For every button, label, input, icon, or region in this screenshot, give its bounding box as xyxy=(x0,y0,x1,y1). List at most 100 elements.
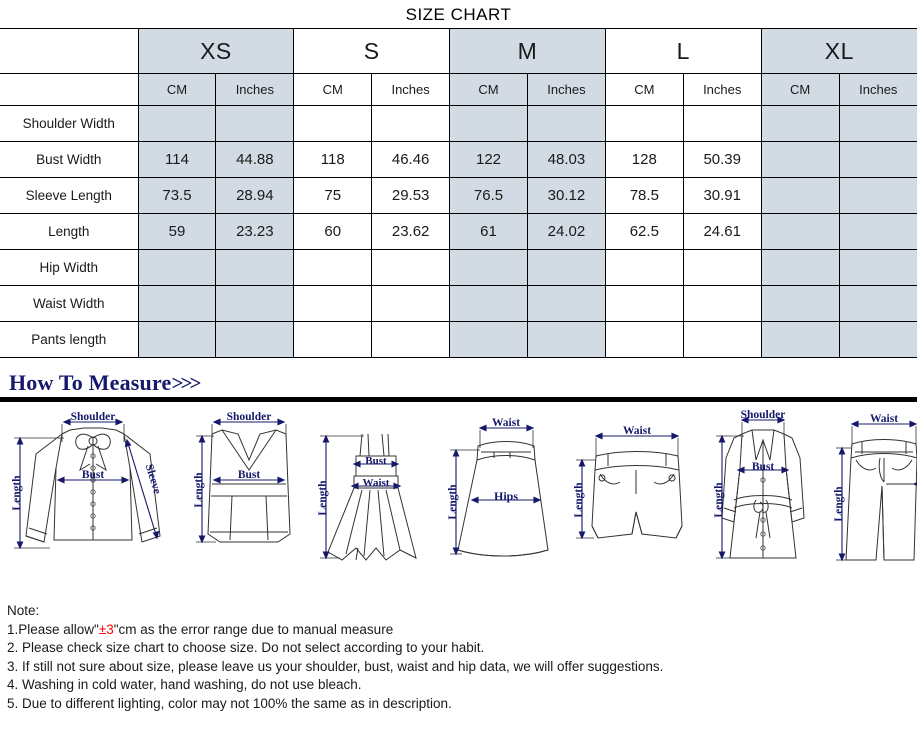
label-sleeve: Sleeve xyxy=(143,463,163,496)
label-length: Length xyxy=(833,486,845,522)
unit-l-inches: Inches xyxy=(682,73,762,106)
cell-pants-length-m-in xyxy=(526,321,606,358)
cell-sleeve-length-xl-cm xyxy=(760,177,840,214)
cell-hip-width-l-in xyxy=(682,249,762,286)
row-label-waist-width: Waist Width xyxy=(0,285,139,322)
size-header-xs: XS xyxy=(137,28,295,74)
garment-shorts: Waist Length xyxy=(566,408,700,592)
label-length: Length xyxy=(447,484,459,520)
label-bust: Bust xyxy=(752,461,775,473)
label-bust: Bust xyxy=(365,455,387,467)
cell-waist-width-xl-in xyxy=(838,285,917,322)
cell-pants-length-m-cm xyxy=(449,321,528,358)
cell-bust-width-s-in: 46.46 xyxy=(371,141,451,178)
unit-xl-cm: CM xyxy=(760,73,840,106)
unit-m-inches: Inches xyxy=(526,73,606,106)
cell-bust-width-xs-cm: 114 xyxy=(137,141,217,178)
cell-pants-length-l-in xyxy=(682,321,762,358)
size-header-m: M xyxy=(449,28,606,74)
cell-sleeve-length-xl-in xyxy=(838,177,917,214)
label-length: Length xyxy=(193,472,205,508)
note-line-2: 2. Please check size chart to choose siz… xyxy=(7,640,485,655)
cell-shoulder-width-xl-in xyxy=(838,105,917,142)
cell-sleeve-length-m-in: 30.12 xyxy=(526,177,606,214)
cell-hip-width-s-in xyxy=(371,249,451,286)
unit-m-cm: CM xyxy=(449,73,528,106)
cell-bust-width-l-cm: 128 xyxy=(604,141,684,178)
note-line-4: 4. Washing in cold water, hand washing, … xyxy=(7,677,362,692)
cell-sleeve-length-s-cm: 75 xyxy=(293,177,373,214)
cell-length-m-in: 24.02 xyxy=(526,213,606,250)
cell-bust-width-l-in: 50.39 xyxy=(682,141,762,178)
size-header-s: S xyxy=(293,28,451,74)
cell-pants-length-xs-cm xyxy=(137,321,217,358)
cell-length-l-in: 24.61 xyxy=(682,213,762,250)
row-label-bust-width: Bust Width xyxy=(0,141,139,178)
how-to-measure-label: How To Measure xyxy=(9,370,172,395)
label-length: Length xyxy=(573,482,585,518)
size-header-l: L xyxy=(604,28,762,74)
cell-pants-length-xs-in xyxy=(215,321,295,358)
label-waist: Waist xyxy=(623,425,651,437)
unit-s-cm: CM xyxy=(293,73,373,106)
cell-length-xl-in xyxy=(838,213,917,250)
cell-shoulder-width-s-in xyxy=(371,105,451,142)
row-label-pants-length: Pants length xyxy=(0,321,139,358)
table-row: Shoulder Width xyxy=(0,105,917,142)
cell-waist-width-s-in xyxy=(371,285,451,322)
row-label-length: Length xyxy=(0,213,139,250)
label-shoulder: Shoulder xyxy=(741,409,786,421)
cell-shoulder-width-s-cm xyxy=(293,105,373,142)
label-waist: Waist xyxy=(870,413,898,425)
garment-tank-top: Shoulder Bust Length xyxy=(186,408,312,592)
note-line-3: 3. If still not sure about size, please … xyxy=(7,658,664,674)
unit-corner-cell xyxy=(0,73,139,106)
table-row: Pants length xyxy=(0,321,917,358)
cell-bust-width-xl-in xyxy=(838,141,917,178)
cell-hip-width-l-cm xyxy=(604,249,684,286)
label-bust: Bust xyxy=(82,469,105,481)
unit-xl-inches: Inches xyxy=(838,73,917,106)
table-row: Bust Width 114 44.88 118 46.46 122 48.03… xyxy=(0,141,917,178)
corner-cell xyxy=(0,28,139,74)
label-length: Length xyxy=(11,475,23,511)
page-title: SIZE CHART xyxy=(405,5,512,24)
section-divider xyxy=(0,397,917,402)
table-row: Length 59 23.23 60 23.62 61 24.02 62.5 2… xyxy=(0,213,917,250)
label-bust: Bust xyxy=(238,469,261,481)
cell-length-xs-cm: 59 xyxy=(137,213,217,250)
cell-hip-width-s-cm xyxy=(293,249,373,286)
how-to-measure-section: How To Measure>>> xyxy=(0,371,917,402)
label-length: Length xyxy=(713,482,725,518)
cell-hip-width-xl-cm xyxy=(760,249,840,286)
table-row: Sleeve Length 73.5 28.94 75 29.53 76.5 3… xyxy=(0,177,917,214)
unit-xs-cm: CM xyxy=(137,73,217,106)
cell-hip-width-m-cm xyxy=(449,249,528,286)
cell-bust-width-m-in: 48.03 xyxy=(526,141,606,178)
label-shoulder: Shoulder xyxy=(71,411,116,423)
label-hips: Hips xyxy=(494,489,518,503)
cell-waist-width-l-in xyxy=(682,285,762,322)
cell-hip-width-xl-in xyxy=(838,249,917,286)
cell-waist-width-l-cm xyxy=(604,285,684,322)
size-table-body: Shoulder Width Bust Width 114 44.88 118 … xyxy=(0,105,917,358)
cell-sleeve-length-xs-cm: 73.5 xyxy=(137,177,217,214)
size-header-xl: XL xyxy=(760,28,917,74)
cell-waist-width-m-cm xyxy=(449,285,528,322)
notes-heading: Note: xyxy=(7,603,40,618)
cell-pants-length-xl-in xyxy=(838,321,917,358)
cell-pants-length-xl-cm xyxy=(760,321,840,358)
cell-sleeve-length-m-cm: 76.5 xyxy=(449,177,528,214)
garment-pants: Waist Thigh Length xyxy=(826,408,917,592)
row-label-hip-width: Hip Width xyxy=(0,249,139,286)
cell-length-m-cm: 61 xyxy=(449,213,528,250)
unit-xs-inches: Inches xyxy=(215,73,295,106)
size-header-row: XS S M L XL xyxy=(0,28,917,74)
cell-pants-length-l-cm xyxy=(604,321,684,358)
garment-illustrations: Shoulder Bust Length xyxy=(0,402,917,592)
row-label-shoulder-width: Shoulder Width xyxy=(0,105,139,142)
row-label-sleeve-length: Sleeve Length xyxy=(0,177,139,214)
notes-section: Note: 1.Please allow"±3"cm as the error … xyxy=(0,592,917,713)
cell-sleeve-length-s-in: 29.53 xyxy=(371,177,451,214)
label-shoulder: Shoulder xyxy=(227,411,272,423)
